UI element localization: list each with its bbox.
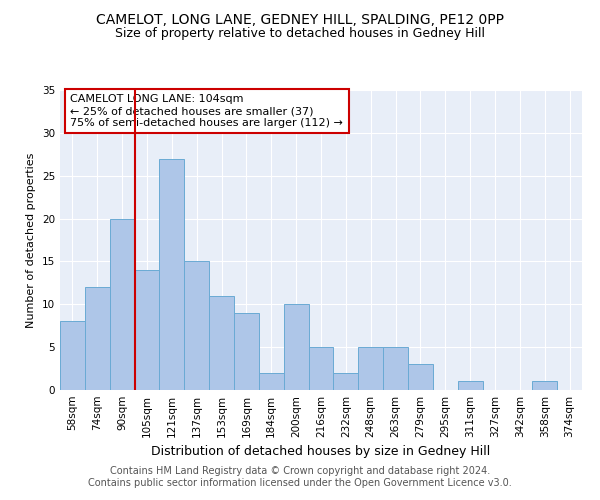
Bar bbox=[358, 347, 383, 390]
Bar bbox=[134, 270, 160, 390]
Bar bbox=[334, 373, 358, 390]
Text: CAMELOT, LONG LANE, GEDNEY HILL, SPALDING, PE12 0PP: CAMELOT, LONG LANE, GEDNEY HILL, SPALDIN… bbox=[96, 12, 504, 26]
Bar bbox=[383, 347, 408, 390]
Bar bbox=[184, 262, 209, 390]
Bar bbox=[234, 313, 259, 390]
Bar bbox=[85, 287, 110, 390]
Bar bbox=[458, 382, 482, 390]
Bar bbox=[60, 322, 85, 390]
Bar bbox=[284, 304, 308, 390]
Bar bbox=[209, 296, 234, 390]
Bar bbox=[308, 347, 334, 390]
Text: CAMELOT LONG LANE: 104sqm
← 25% of detached houses are smaller (37)
75% of semi-: CAMELOT LONG LANE: 104sqm ← 25% of detac… bbox=[70, 94, 343, 128]
Bar bbox=[160, 158, 184, 390]
Bar bbox=[110, 218, 134, 390]
Bar bbox=[259, 373, 284, 390]
Y-axis label: Number of detached properties: Number of detached properties bbox=[26, 152, 37, 328]
X-axis label: Distribution of detached houses by size in Gedney Hill: Distribution of detached houses by size … bbox=[151, 446, 491, 458]
Bar bbox=[408, 364, 433, 390]
Text: Size of property relative to detached houses in Gedney Hill: Size of property relative to detached ho… bbox=[115, 28, 485, 40]
Text: Contains HM Land Registry data © Crown copyright and database right 2024.
Contai: Contains HM Land Registry data © Crown c… bbox=[88, 466, 512, 487]
Bar bbox=[532, 382, 557, 390]
